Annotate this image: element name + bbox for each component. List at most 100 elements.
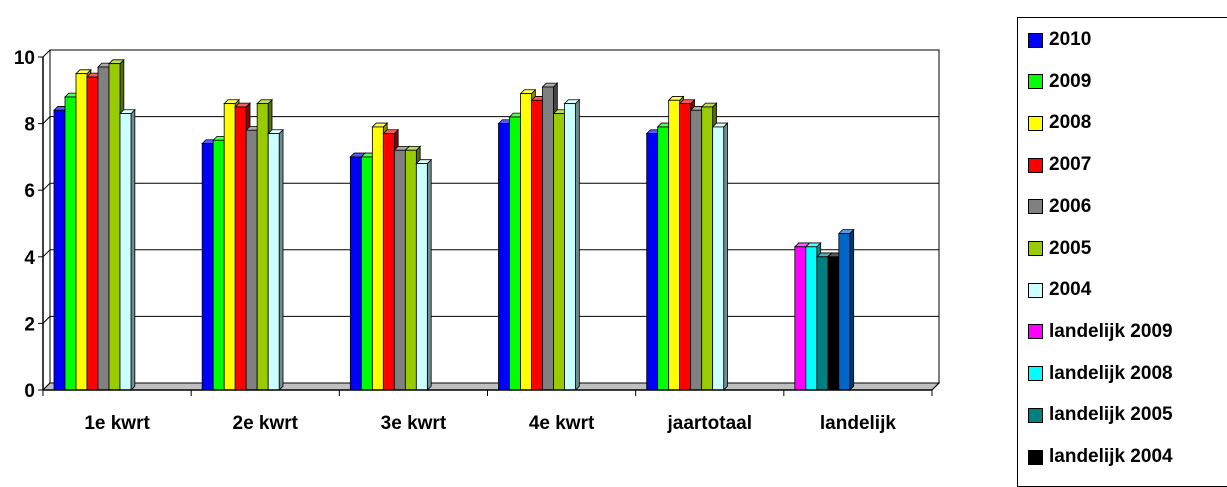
legend-label: 2004 bbox=[1049, 279, 1092, 301]
legend-item: landelijk 2008 bbox=[1028, 362, 1173, 386]
bar-front bbox=[267, 133, 280, 391]
x-tick-label: 1e kwrt bbox=[84, 413, 150, 434]
legend-label: 2009 bbox=[1049, 70, 1092, 92]
bar-front bbox=[234, 106, 247, 391]
bar-front bbox=[816, 256, 829, 391]
legend-swatch bbox=[1028, 241, 1043, 256]
bar-front bbox=[108, 63, 121, 391]
legend-item: 2008 bbox=[1028, 111, 1091, 135]
x-tick-label: 3e kwrt bbox=[381, 413, 447, 434]
x-tick-label: 4e kwrt bbox=[529, 413, 595, 434]
legend-label: landelijk 2004 bbox=[1049, 446, 1173, 467]
y-tick-label: 4 bbox=[24, 248, 35, 269]
legend-item: landelijk 2005 bbox=[1028, 403, 1173, 427]
y-tick-labels: 0 2 4 6 8 10 bbox=[14, 48, 36, 402]
x-tick-labels: 1e kwrt 2e kwrt 3e kwrt 4e kwrt jaartotaal la… bbox=[84, 413, 896, 434]
bar-front bbox=[838, 233, 851, 391]
legend-label: 2007 bbox=[1049, 154, 1092, 176]
bar-front bbox=[827, 256, 840, 391]
bar-front bbox=[245, 129, 258, 391]
bar-front bbox=[349, 156, 362, 391]
bar-side bbox=[849, 228, 855, 391]
bar-front bbox=[690, 109, 703, 391]
legend-swatch bbox=[1028, 324, 1043, 340]
bar-front bbox=[794, 246, 807, 391]
legend-item: 2005 bbox=[1028, 237, 1091, 261]
bar-front bbox=[86, 76, 99, 391]
bar-side bbox=[426, 158, 432, 391]
bar-front bbox=[668, 99, 681, 391]
axes bbox=[38, 56, 940, 396]
bar-front bbox=[679, 103, 692, 391]
y-tick-label: 2 bbox=[24, 314, 35, 335]
bar bbox=[563, 98, 581, 391]
gridline-depth bbox=[42, 116, 51, 124]
x-tick-label: 2e kwrt bbox=[233, 413, 299, 434]
bar-side bbox=[723, 122, 728, 391]
bar-front bbox=[97, 66, 110, 391]
bar-front bbox=[415, 163, 428, 391]
bar-front bbox=[805, 246, 818, 391]
bar-side bbox=[575, 98, 580, 391]
legend-item: 2010 bbox=[1028, 28, 1091, 52]
legend-label: 2008 bbox=[1049, 112, 1092, 134]
bar-front bbox=[542, 86, 554, 391]
x-axis-depth bbox=[931, 382, 940, 391]
bar-side bbox=[278, 128, 284, 391]
legend-label: 2005 bbox=[1049, 237, 1092, 259]
bar-front bbox=[212, 139, 225, 391]
bar-front bbox=[520, 93, 532, 391]
bar bbox=[837, 228, 855, 391]
bar-front bbox=[404, 149, 417, 391]
legend-label: landelijk 2008 bbox=[1049, 362, 1173, 384]
legend-swatch bbox=[1028, 366, 1043, 382]
bar-front bbox=[509, 116, 521, 391]
legend-item: landelijk 2009 bbox=[1028, 320, 1173, 344]
bar-side bbox=[130, 108, 136, 391]
bar bbox=[415, 158, 433, 391]
legend-swatch bbox=[1028, 199, 1043, 215]
bar-chart: 0 2 4 6 8 10 1e kwrt 2e kwrt 3e kwrt 4e kwrt jaar… bbox=[14, 48, 941, 434]
x-tick-label: landelijk bbox=[820, 413, 896, 434]
y-tick-label: 6 bbox=[24, 181, 35, 202]
bar-front bbox=[371, 126, 384, 391]
bar-front bbox=[646, 133, 659, 391]
legend: 2010 2009 2008 2007 2006 2005 2004 landelijk 20… bbox=[1017, 17, 1227, 487]
bar-front bbox=[498, 123, 510, 391]
bar-front bbox=[201, 143, 214, 391]
bar-front bbox=[75, 73, 88, 391]
legend-swatch bbox=[1028, 282, 1043, 298]
bar-front bbox=[382, 133, 395, 391]
gridline-depth bbox=[42, 249, 51, 258]
bar-front bbox=[701, 106, 714, 391]
bar-front bbox=[223, 103, 236, 391]
bar-front bbox=[657, 126, 670, 391]
gridline-depth bbox=[42, 316, 51, 324]
legend-swatch bbox=[1028, 157, 1043, 173]
legend-item: landelijk 2004 bbox=[1028, 445, 1173, 469]
legend-label: landelijk 2009 bbox=[1049, 320, 1173, 342]
bar-front bbox=[256, 103, 269, 391]
bar-front bbox=[712, 126, 725, 391]
legend-item: 2006 bbox=[1028, 195, 1091, 219]
bar bbox=[711, 122, 729, 391]
bar bbox=[119, 108, 136, 391]
gridline-depth bbox=[42, 182, 51, 191]
legend-label: landelijk 2005 bbox=[1049, 404, 1173, 426]
bar-front bbox=[531, 99, 543, 391]
bar-front bbox=[360, 156, 373, 391]
bar-front bbox=[119, 113, 132, 391]
bar-front bbox=[564, 103, 576, 391]
legend-swatch bbox=[1028, 74, 1043, 90]
legend-item: 2009 bbox=[1028, 70, 1091, 94]
legend-label: 2010 bbox=[1049, 29, 1092, 50]
x-tick-label: jaartotaal bbox=[667, 413, 752, 434]
legend-swatch bbox=[1028, 407, 1043, 423]
legend-swatch bbox=[1028, 115, 1043, 131]
bar-front bbox=[553, 113, 565, 391]
bar-front bbox=[64, 96, 77, 391]
legend-item: 2004 bbox=[1028, 278, 1091, 302]
y-tick-label: 10 bbox=[14, 48, 35, 69]
y-tick-label: 0 bbox=[24, 381, 35, 402]
legend-item: 2007 bbox=[1028, 153, 1091, 177]
